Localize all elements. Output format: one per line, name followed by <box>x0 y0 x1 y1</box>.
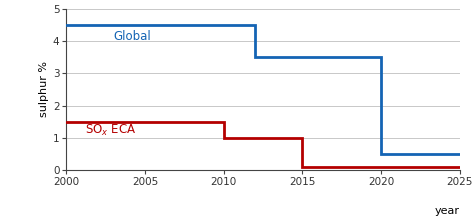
Text: Global: Global <box>114 30 151 43</box>
Text: SO$_x$ ECA: SO$_x$ ECA <box>85 123 137 138</box>
Y-axis label: sulphur %: sulphur % <box>38 61 49 117</box>
Text: year: year <box>435 206 460 216</box>
